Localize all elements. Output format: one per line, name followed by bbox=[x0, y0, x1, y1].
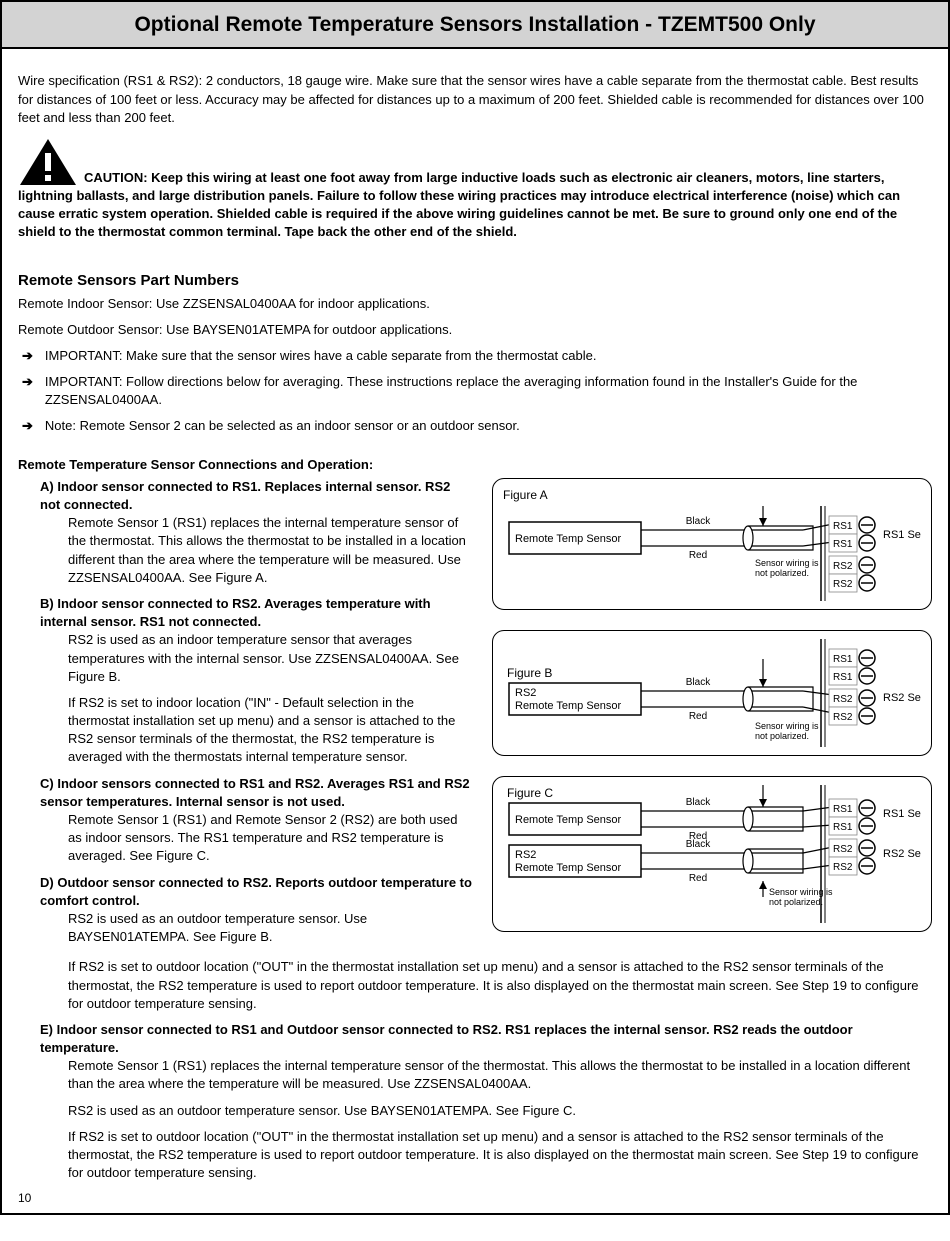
item-body: Remote Sensor 1 (RS1) replaces the inter… bbox=[68, 1057, 932, 1093]
svg-text:RS2: RS2 bbox=[833, 862, 853, 873]
svg-text:RS1: RS1 bbox=[833, 539, 853, 550]
item-heading: Indoor sensor connected to RS1 and Outdo… bbox=[40, 1022, 853, 1055]
figure-c: Figure C Remote Temp Sensor Black Red bbox=[492, 776, 932, 932]
caution-body: Keep this wiring at least one foot away … bbox=[18, 170, 900, 240]
svg-text:RS2: RS2 bbox=[833, 694, 853, 705]
figure-a: Figure A Remote Temp Sensor Black Red bbox=[492, 478, 932, 610]
item-body: Remote Sensor 1 (RS1) and Remote Sensor … bbox=[68, 811, 472, 866]
part-numbers-title: Remote Sensors Part Numbers bbox=[18, 270, 932, 291]
svg-text:RS2: RS2 bbox=[833, 579, 853, 590]
svg-text:Black: Black bbox=[686, 839, 711, 850]
item-heading: Indoor sensors connected to RS1 and RS2.… bbox=[40, 776, 470, 809]
svg-text:RS2: RS2 bbox=[515, 849, 536, 861]
svg-text:RS1: RS1 bbox=[833, 822, 853, 833]
svg-text:RS2: RS2 bbox=[833, 844, 853, 855]
svg-text:RS1 Sensor: RS1 Sensor bbox=[883, 808, 921, 820]
wire-spec: Wire specification (RS1 & RS2): 2 conduc… bbox=[18, 72, 932, 127]
caution-text: CAUTION: Keep this wiring at least one f… bbox=[18, 170, 900, 240]
note-text: IMPORTANT: Follow directions below for a… bbox=[45, 373, 932, 409]
svg-text:not polarized.: not polarized. bbox=[769, 897, 823, 907]
note-item: ➔ IMPORTANT: Follow directions below for … bbox=[18, 373, 932, 409]
svg-text:RS2: RS2 bbox=[515, 687, 536, 699]
col-left: A) Indoor sensor connected to RS1. Repla… bbox=[18, 478, 472, 955]
arrow-icon: ➔ bbox=[22, 417, 33, 435]
note-item: ➔ IMPORTANT: Make sure that the sensor wi… bbox=[18, 347, 932, 365]
figure-b: Figure B RS2 Remote Temp Sensor Black Re… bbox=[492, 630, 932, 756]
item-body: RS2 is used as an outdoor temperature se… bbox=[68, 1102, 932, 1120]
item-a: A) Indoor sensor connected to RS1. Repla… bbox=[40, 478, 472, 587]
caution-label: CAUTION: bbox=[84, 170, 148, 185]
arrow-icon: ➔ bbox=[22, 347, 33, 365]
note-item: ➔ Note: Remote Sensor 2 can be selected a… bbox=[18, 417, 932, 435]
svg-text:Remote Temp Sensor: Remote Temp Sensor bbox=[515, 862, 622, 874]
item-label: A) bbox=[40, 479, 54, 494]
svg-text:RS1: RS1 bbox=[833, 521, 853, 532]
svg-text:Red: Red bbox=[689, 873, 707, 884]
col-right: Figure A Remote Temp Sensor Black Red bbox=[492, 478, 932, 932]
caution-block: CAUTION: Keep this wiring at least one f… bbox=[18, 137, 932, 242]
svg-text:Figure C: Figure C bbox=[507, 786, 553, 800]
svg-text:RS2: RS2 bbox=[833, 561, 853, 572]
svg-text:Black: Black bbox=[686, 516, 711, 527]
svg-text:RS1: RS1 bbox=[833, 672, 853, 683]
svg-text:Red: Red bbox=[689, 550, 707, 561]
svg-text:Black: Black bbox=[686, 677, 711, 688]
item-body: If RS2 is set to indoor location ("IN" -… bbox=[68, 694, 472, 767]
svg-text:RS2 Sensor: RS2 Sensor bbox=[883, 848, 921, 860]
page-header: Optional Remote Temperature Sensors Inst… bbox=[2, 2, 948, 49]
indoor-sensor-part: Remote Indoor Sensor: Use ZZSENSAL0400AA… bbox=[18, 295, 932, 313]
item-label: B) bbox=[40, 596, 54, 611]
svg-text:Remote Temp Sensor: Remote Temp Sensor bbox=[515, 814, 622, 826]
figure-a-diagram: Remote Temp Sensor Black Red bbox=[503, 506, 921, 601]
item-heading: Indoor sensor connected to RS1. Replaces… bbox=[40, 479, 450, 512]
svg-text:not polarized.: not polarized. bbox=[755, 568, 809, 578]
outdoor-sensor-part: Remote Outdoor Sensor: Use BAYSEN01ATEMP… bbox=[18, 321, 932, 339]
svg-text:RS1: RS1 bbox=[833, 804, 853, 815]
connections-title: Remote Temperature Sensor Connections an… bbox=[18, 456, 932, 474]
svg-text:RS2: RS2 bbox=[833, 712, 853, 723]
note-text: Note: Remote Sensor 2 can be selected as… bbox=[45, 417, 520, 435]
figure-label: Figure A bbox=[503, 487, 921, 504]
warning-icon bbox=[18, 137, 78, 187]
svg-text:RS2 Sensor: RS2 Sensor bbox=[883, 692, 921, 704]
svg-text:Figure B: Figure B bbox=[507, 666, 552, 680]
svg-text:Red: Red bbox=[689, 711, 707, 722]
item-heading: Indoor sensor connected to RS2. Averages… bbox=[40, 596, 431, 629]
item-c: C) Indoor sensors connected to RS1 and R… bbox=[40, 775, 472, 866]
item-label: D) bbox=[40, 875, 54, 890]
page-number: 10 bbox=[18, 1190, 932, 1207]
svg-text:RS1: RS1 bbox=[833, 654, 853, 665]
page-title: Optional Remote Temperature Sensors Inst… bbox=[2, 10, 948, 39]
page: Optional Remote Temperature Sensors Inst… bbox=[0, 0, 950, 1215]
svg-text:RS1 Sensor: RS1 Sensor bbox=[883, 529, 921, 541]
note-text: IMPORTANT: Make sure that the sensor wir… bbox=[45, 347, 597, 365]
content: Wire specification (RS1 & RS2): 2 conduc… bbox=[2, 49, 948, 1213]
item-body: RS2 is used as an outdoor temperature se… bbox=[68, 910, 472, 946]
item-body: RS2 is used as an indoor temperature sen… bbox=[68, 631, 472, 686]
item-label: E) bbox=[40, 1022, 53, 1037]
item-body: If RS2 is set to outdoor location ("OUT"… bbox=[68, 1128, 932, 1183]
svg-text:not polarized.: not polarized. bbox=[755, 731, 809, 741]
arrow-icon: ➔ bbox=[22, 373, 33, 409]
item-d: D) Outdoor sensor connected to RS2. Repo… bbox=[40, 874, 472, 947]
figure-c-diagram: Figure C Remote Temp Sensor Black Red bbox=[503, 785, 921, 923]
important-notes: ➔ IMPORTANT: Make sure that the sensor wi… bbox=[18, 347, 932, 436]
svg-text:Sensor wiring is: Sensor wiring is bbox=[755, 721, 819, 731]
svg-text:Black: Black bbox=[686, 797, 711, 808]
figures: Figure A Remote Temp Sensor Black Red bbox=[492, 478, 932, 932]
item-b: B) Indoor sensor connected to RS2. Avera… bbox=[40, 595, 472, 767]
columns: A) Indoor sensor connected to RS1. Repla… bbox=[18, 478, 932, 955]
connection-list: A) Indoor sensor connected to RS1. Repla… bbox=[18, 478, 472, 947]
item-e: E) Indoor sensor connected to RS1 and Ou… bbox=[40, 1021, 932, 1183]
item-body: Remote Sensor 1 (RS1) replaces the inter… bbox=[68, 514, 472, 587]
item-d-body2: If RS2 is set to outdoor location ("OUT"… bbox=[68, 958, 932, 1013]
item-heading: Outdoor sensor connected to RS2. Reports… bbox=[40, 875, 472, 908]
figure-b-diagram: Figure B RS2 Remote Temp Sensor Black Re… bbox=[503, 639, 921, 747]
svg-text:Sensor wiring is: Sensor wiring is bbox=[769, 887, 833, 897]
svg-text:Remote Temp Sensor: Remote Temp Sensor bbox=[515, 533, 622, 545]
item-label: C) bbox=[40, 776, 54, 791]
svg-text:Sensor wiring is: Sensor wiring is bbox=[755, 558, 819, 568]
svg-text:Remote Temp Sensor: Remote Temp Sensor bbox=[515, 700, 622, 712]
